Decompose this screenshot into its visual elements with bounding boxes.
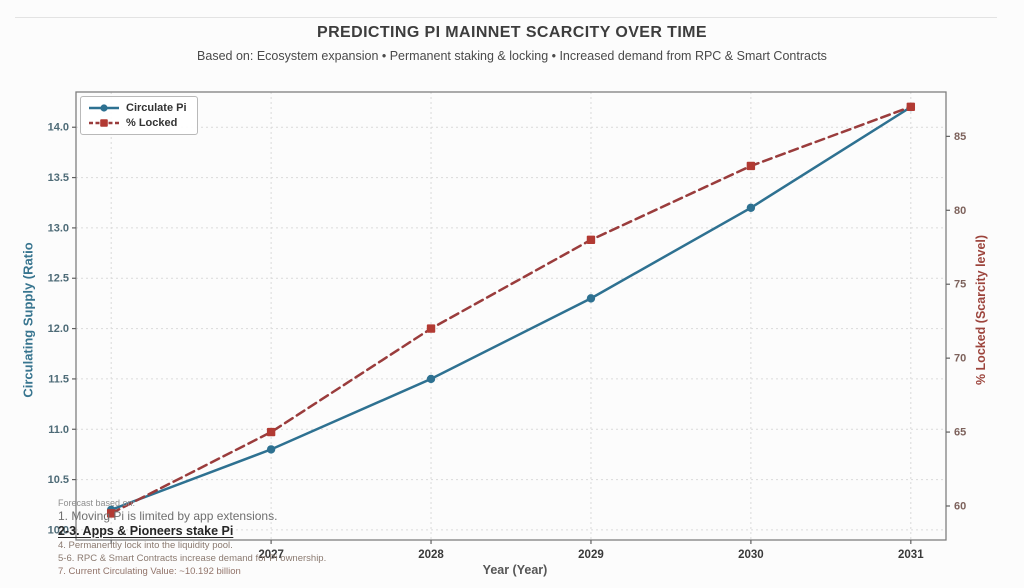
- top-divider: [15, 17, 997, 18]
- legend-item-circulate-pi: Circulate Pi: [88, 102, 187, 114]
- right-axis-tick-label: 80: [954, 205, 966, 217]
- annotation-line: 4. Permanently lock into the liquidity p…: [58, 540, 233, 551]
- legend: Circulate Pi % Locked: [80, 96, 198, 135]
- left-axis-tick-label: 11.0: [48, 424, 69, 436]
- left-axis-tick-label: 12.0: [48, 323, 69, 335]
- data-point-marker: [746, 203, 756, 212]
- x-axis-tick-label: 2028: [418, 549, 444, 561]
- left-y-axis-label: Circulating Supply (Ratio: [20, 242, 36, 398]
- right-axis-tick-label: 85: [954, 131, 966, 143]
- legend-label: % Locked: [126, 117, 178, 129]
- left-axis-tick-label: 13.0: [48, 222, 69, 234]
- right-axis-tick-label: 70: [954, 353, 966, 365]
- right-axis-tick-label: 75: [954, 279, 966, 291]
- data-point-marker: [586, 235, 596, 245]
- annotation-line: 5-6. RPC & Smart Contracts increase dema…: [58, 553, 327, 564]
- data-point-marker: [906, 102, 916, 111]
- x-axis-tick-label: 2031: [898, 549, 924, 561]
- annotation-line: 1. Moving Pi is limited by app extension…: [58, 509, 278, 523]
- series-line--locked: [109, 105, 913, 515]
- line-square-marker-icon: [89, 119, 119, 127]
- data-point-marker: [266, 445, 276, 454]
- left-axis-tick-label: 11.5: [48, 373, 69, 385]
- x-axis-tick-label: 2029: [578, 549, 604, 561]
- x-axis-label: Year (Year): [482, 563, 548, 577]
- left-axis-tick-label: 13.5: [48, 172, 69, 184]
- line-circle-marker-icon: [89, 104, 119, 112]
- chart-subtitle: Based on: Ecosystem expansion • Permanen…: [197, 49, 827, 63]
- annotation-line: 2-3. Apps & Pioneers stake Pi: [58, 524, 234, 538]
- left-axis-tick-label: 10.0: [48, 524, 69, 536]
- left-axis-tick-label: 10.5: [48, 474, 69, 486]
- left-axis-tick-label: 12.5: [48, 273, 69, 285]
- legend-item-percent-locked: % Locked: [88, 117, 187, 129]
- right-axis-tick-label: 65: [954, 427, 966, 439]
- data-point-marker: [426, 324, 436, 333]
- right-y-axis-label: % Locked (Scarcity level): [974, 234, 988, 386]
- chart-title: PREDICTING PI MAINNET SCARCITY OVER TIME: [317, 24, 707, 41]
- series-line-circulate-pi: [109, 105, 913, 512]
- legend-label: Circulate Pi: [126, 102, 187, 114]
- data-point-marker: [106, 509, 116, 518]
- plot-border: [75, 91, 947, 541]
- annotation-line: Forecast based on:: [58, 498, 136, 508]
- annotation-line: 7. Current Circulating Value: ~10.192 bi…: [58, 566, 241, 577]
- forecast-annotations: Forecast based on: 1. Moving Pi is limit…: [58, 497, 326, 578]
- data-point-marker: [586, 294, 596, 303]
- data-point-marker: [746, 161, 756, 171]
- left-axis-tick-label: 14.0: [48, 122, 69, 134]
- x-axis-tick-label: 2030: [738, 549, 764, 561]
- data-point-marker: [266, 427, 276, 437]
- right-axis-tick-label: 60: [954, 500, 966, 512]
- data-point-marker: [426, 374, 436, 384]
- x-axis-tick-label: 2027: [258, 549, 284, 561]
